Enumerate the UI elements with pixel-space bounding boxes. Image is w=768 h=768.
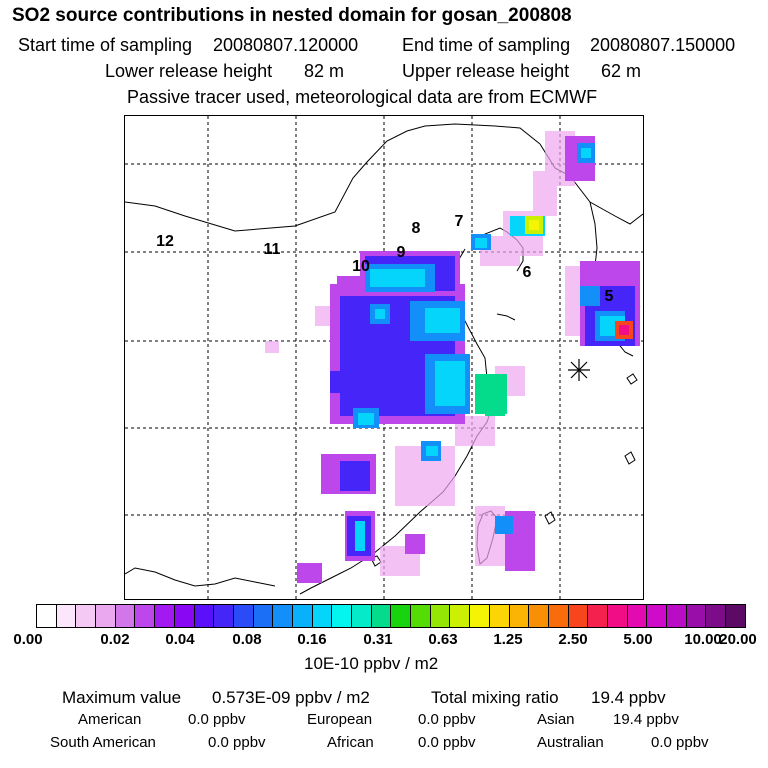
region-value-australian: 0.0 ppbv [651,734,709,751]
scale-tick: 0.04 [165,631,195,648]
color-swatch [647,605,667,627]
scale-unit: 10E-10 ppbv / m2 [304,654,439,673]
region-label-9: 9 [396,244,406,261]
color-swatch [371,605,392,627]
color-swatch [726,605,745,627]
color-swatch [430,605,451,627]
color-swatch [529,605,549,627]
start-time-label: Start time of sampling [18,35,193,55]
upper-release-label: Upper release height [402,61,570,81]
upper-release-value: 62 m [601,61,642,81]
scale-tick: 0.31 [363,631,393,648]
region-value-american: 0.0 ppbv [188,711,246,728]
scale-tick: 5.00 [623,631,653,648]
color-swatch [627,605,648,627]
color-swatch [686,605,707,627]
region-label-12: 12 [156,233,174,250]
color-swatch [607,605,628,627]
color-swatch [568,605,589,627]
lower-release-value: 82 m [304,61,345,81]
region-value-asian: 19.4 ppbv [613,711,679,728]
region-name-american: American [78,711,142,728]
color-swatch [411,605,431,627]
color-swatch [115,605,136,627]
scale-tick: 2.50 [558,631,588,648]
color-swatch [352,605,372,627]
map-title: SO2 source contributions in nested domai… [12,5,572,26]
region-name-australian: Australian [537,734,604,751]
color-swatch [214,605,234,627]
end-time-label: End time of sampling [402,35,571,55]
total-mixing-label: Total mixing ratio [431,688,559,707]
color-swatch [509,605,530,627]
lower-release-label: Lower release height [105,61,273,81]
color-swatch [706,605,727,627]
color-swatch [667,605,687,627]
color-swatch [312,605,333,627]
color-swatch [588,605,608,627]
color-scale-bar [36,604,746,628]
color-swatch [332,605,352,627]
color-swatch [233,605,254,627]
region-label-7: 7 [454,213,464,230]
scale-tick: 0.16 [297,631,327,648]
color-swatch [174,605,195,627]
scale-tick: 20.00 [719,631,757,648]
region-label-11: 11 [263,241,281,258]
region-label-5: 5 [604,288,614,305]
region-name-european: European [307,711,373,728]
start-time-value: 20080807.120000 [213,35,359,55]
color-swatch [135,605,156,627]
max-value: 0.573E-09 ppbv / m2 [212,688,370,707]
color-swatch [470,605,490,627]
color-swatch [489,605,510,627]
region-label-10: 10 [352,258,370,275]
end-time-value: 20080807.150000 [590,35,736,55]
color-swatch [292,605,313,627]
color-swatch [56,605,77,627]
scale-tick: 0.08 [232,631,262,648]
color-swatch [96,605,116,627]
region-name-african: African [327,734,374,751]
receptor-marker [568,359,590,381]
scale-tick: 10.00 [684,631,722,648]
region-value-south-american: 0.0 ppbv [208,734,266,751]
total-mixing-value: 19.4 ppbv [591,688,666,707]
color-swatch [450,605,471,627]
region-name-asian: Asian [537,711,575,728]
region-name-south-american: South American [50,734,156,751]
color-swatch [273,605,293,627]
region-value-european: 0.0 ppbv [418,711,476,728]
note-text: Passive tracer used, meteorological data… [127,87,598,107]
region-label-8: 8 [411,220,421,237]
scale-tick: 0.02 [100,631,130,648]
color-swatch [37,605,57,627]
map-canvas [125,116,643,599]
concentration-field [265,131,640,583]
color-swatch [155,605,175,627]
scale-tick: 0.00 [13,631,43,648]
scale-tick: 1.25 [493,631,523,648]
scale-tick: 0.63 [428,631,458,648]
color-swatch [253,605,274,627]
color-swatch [76,605,97,627]
color-swatch [194,605,215,627]
region-value-african: 0.0 ppbv [418,734,476,751]
color-swatch [548,605,569,627]
color-swatch [391,605,412,627]
max-value-label: Maximum value [62,688,182,707]
region-label-6: 6 [522,264,532,281]
map-panel: 12 11 10 9 8 7 6 5 [124,115,644,600]
